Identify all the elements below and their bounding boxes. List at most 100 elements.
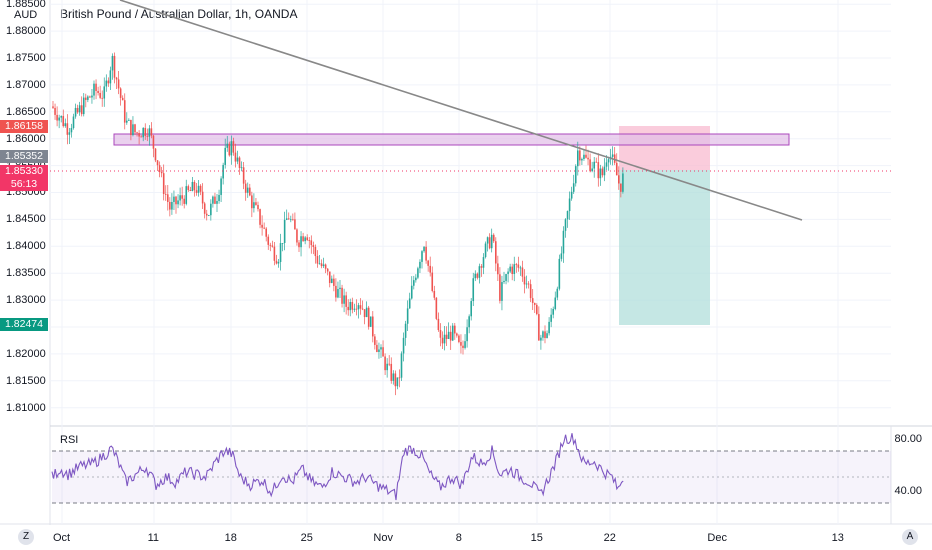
candle-body [374,336,376,345]
candle-body [228,143,231,156]
candle-body [300,236,302,248]
auto-scale-button[interactable]: A [902,529,918,545]
candle-body [123,100,126,123]
time-tick-label: Oct [53,532,71,544]
candle-body [529,284,532,299]
candle-body [52,106,54,108]
candle-body [144,127,147,136]
candle-body [107,80,110,84]
entry-price-tag: 1.85352 [0,150,48,163]
candle-body [138,133,140,137]
candle-body [570,191,573,199]
candle-body [597,162,600,179]
candle-body [152,135,155,149]
candle-body [566,211,569,220]
candle-body [238,157,241,168]
candle-body [95,83,97,91]
candle-body [109,70,112,84]
price-tick-label: 1.87500 [6,51,46,64]
candle-body [205,213,208,216]
candle-body [91,95,93,98]
candle-body [214,196,216,204]
candle-body [85,97,87,100]
candle-body [519,267,522,269]
candle-body [302,236,304,242]
candle-body [283,219,286,243]
candle-body [462,345,464,348]
candle-body [156,160,159,166]
candle-body [130,119,132,136]
candle-body [269,244,272,246]
candle-body [486,237,489,244]
candle-body [427,260,429,266]
candle-body [324,264,327,269]
candle-body [208,215,210,217]
candle-body [517,264,520,268]
candle-body [404,323,407,338]
candle-body [134,124,136,133]
candle-body [413,280,415,286]
resistance-zone [113,133,790,146]
rsi-label: RSI [60,434,79,446]
candle-body [62,116,65,127]
candle-body [281,242,284,244]
candle-body [579,150,581,161]
candle-body [263,227,265,229]
candle-body [82,97,85,115]
candle-body [68,132,71,135]
candle-body [294,219,296,230]
candle-body [148,128,151,137]
candle-body [472,278,475,302]
candle-body [376,344,378,352]
candle-body [562,230,565,254]
candle-body [392,373,395,381]
candle-body [277,261,280,264]
trendline [119,0,803,221]
candle-body [167,194,169,202]
candle-body [105,80,108,87]
candle-body [390,363,393,381]
candle-body [56,114,58,121]
candle-body [195,190,198,193]
zoom-button[interactable]: Z [18,529,34,545]
candle-body [503,280,505,283]
candle-body [468,316,470,328]
candle-body [546,333,548,339]
candle-body [331,278,333,283]
candle-body [78,105,81,113]
axis-currency-label: AUD [14,9,38,21]
candle-body [581,159,583,161]
candle-body [396,377,399,387]
price-tick-label: 1.81500 [6,374,46,387]
candle-body [620,183,622,192]
candle-body [615,162,618,176]
time-tick-label: 15 [530,532,543,544]
candle-body [490,234,493,249]
candle-body [113,55,116,78]
grid [50,0,891,524]
candle-body [154,148,157,161]
candle-body [622,173,624,192]
candle-body [552,308,554,315]
candle-body [193,181,196,191]
candle-body [447,331,450,339]
candle-body [60,116,62,118]
candle-body [536,304,538,315]
candle-body [87,96,89,100]
candle-body [538,314,540,341]
time-tick-label: Nov [373,532,393,544]
rsi-upper-label: 80.00 [894,433,922,445]
candle-body [497,263,499,275]
candle-body [146,135,149,137]
candle-body [126,120,128,123]
candle-body [64,123,67,127]
candle-body [257,204,259,210]
candle-body [386,363,388,371]
price-tick-label: 1.81000 [6,401,46,414]
candle-body [212,196,214,204]
candle-body [121,97,124,101]
candle-body [310,240,313,246]
target-price-tag: 1.82474 [0,318,48,331]
candle-body [222,164,224,179]
